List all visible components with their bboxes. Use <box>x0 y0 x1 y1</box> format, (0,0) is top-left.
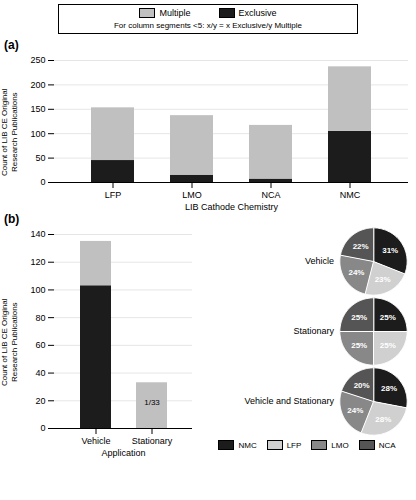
svg-text:LMO: LMO <box>182 190 202 200</box>
html-text:Count of LIB CE Original Resea: Count of LIB CE Original Research Public… <box>0 88 19 176</box>
svg-text:28%: 28% <box>381 384 397 393</box>
svg-text:LFP: LFP <box>105 190 122 200</box>
svg-text:80: 80 <box>35 313 45 323</box>
svg-text:25%: 25% <box>351 341 367 350</box>
html-text:Vehicle: Vehicle <box>305 256 334 266</box>
svg-text:0: 0 <box>40 423 45 433</box>
html-text:Stationary: Stationary <box>293 326 334 336</box>
svg-text:NMC: NMC <box>340 190 361 200</box>
svg-text:0: 0 <box>40 177 45 187</box>
html-text:For column segments <5: x/y =: For column segments <5: x/y = x Exclusiv… <box>114 21 302 30</box>
html-text:(a): (a) <box>4 38 19 52</box>
html-text:NMC: NMC <box>238 440 257 450</box>
svg-text:LIB Cathode Chemistry: LIB Cathode Chemistry <box>185 202 279 212</box>
html-text:Multiple: Multiple <box>159 8 191 18</box>
svg-text:60: 60 <box>35 340 45 350</box>
svg-text:1/33: 1/33 <box>144 398 160 407</box>
svg-text:150: 150 <box>30 104 45 114</box>
svg-text:22%: 22% <box>353 242 369 251</box>
svg-text:Application: Application <box>101 448 145 458</box>
html-text:LFP: LFP <box>286 440 302 450</box>
svg-text:100: 100 <box>30 285 45 295</box>
svg-text:28%: 28% <box>375 415 391 424</box>
svg-text:Stationary: Stationary <box>132 436 173 446</box>
html-text:Count of LIB CE Original Resea: Count of LIB CE Original Research Public… <box>0 298 19 386</box>
svg-text:40: 40 <box>35 368 45 378</box>
html-text:NCA: NCA <box>378 440 396 450</box>
svg-text:50: 50 <box>35 153 45 163</box>
svg-text:NCA: NCA <box>261 190 280 200</box>
svg-text:23%: 23% <box>375 275 391 284</box>
svg-text:140: 140 <box>30 229 45 239</box>
html-text:Vehicle and Stationary: Vehicle and Stationary <box>244 396 334 406</box>
svg-text:25%: 25% <box>380 341 396 350</box>
svg-text:24%: 24% <box>348 268 364 277</box>
svg-text:25%: 25% <box>351 313 367 322</box>
svg-text:24%: 24% <box>347 406 363 415</box>
svg-text:Vehicle: Vehicle <box>81 436 110 446</box>
svg-text:120: 120 <box>30 257 45 267</box>
svg-text:20%: 20% <box>354 381 370 390</box>
html-text:(b): (b) <box>4 212 20 226</box>
svg-text:31%: 31% <box>382 246 398 255</box>
svg-text:25%: 25% <box>380 313 396 322</box>
html-text:Exclusive: Exclusive <box>238 8 277 18</box>
svg-text:100: 100 <box>30 129 45 139</box>
html-text:LMO: LMO <box>331 440 349 450</box>
svg-text:200: 200 <box>30 80 45 90</box>
svg-text:20: 20 <box>35 396 45 406</box>
svg-text:250: 250 <box>30 55 45 65</box>
